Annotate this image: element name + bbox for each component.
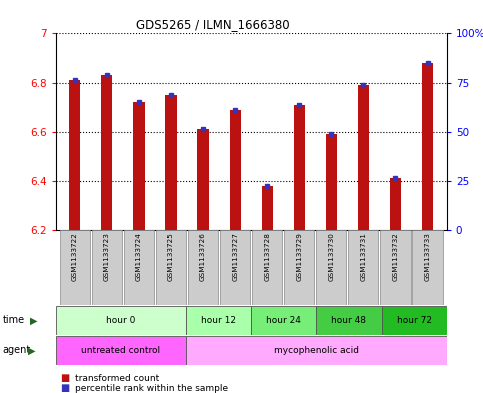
Bar bbox=[422, 63, 433, 230]
Bar bbox=[390, 178, 401, 230]
Text: mycophenolic acid: mycophenolic acid bbox=[274, 346, 359, 355]
Bar bbox=[133, 102, 144, 230]
Bar bbox=[198, 129, 209, 230]
Text: hour 72: hour 72 bbox=[397, 316, 432, 325]
Text: GSM1133733: GSM1133733 bbox=[425, 232, 430, 281]
Bar bbox=[252, 230, 282, 305]
Bar bbox=[294, 105, 305, 230]
Bar bbox=[381, 230, 411, 305]
Text: ▶: ▶ bbox=[30, 316, 38, 325]
Bar bbox=[326, 134, 337, 230]
Bar bbox=[56, 336, 186, 365]
Text: hour 0: hour 0 bbox=[106, 316, 135, 325]
Bar bbox=[165, 95, 177, 230]
Text: GSM1133729: GSM1133729 bbox=[296, 232, 302, 281]
Bar bbox=[412, 230, 442, 305]
Text: GSM1133732: GSM1133732 bbox=[393, 232, 398, 281]
Bar bbox=[101, 75, 113, 230]
Text: percentile rank within the sample: percentile rank within the sample bbox=[75, 384, 228, 393]
Text: ■: ■ bbox=[60, 373, 70, 383]
Bar bbox=[156, 230, 186, 305]
Bar bbox=[229, 110, 241, 230]
Text: GDS5265 / ILMN_1666380: GDS5265 / ILMN_1666380 bbox=[136, 18, 289, 31]
Bar bbox=[284, 230, 314, 305]
Text: GSM1133722: GSM1133722 bbox=[72, 232, 78, 281]
Bar bbox=[60, 230, 90, 305]
Text: transformed count: transformed count bbox=[75, 374, 159, 382]
Text: GSM1133726: GSM1133726 bbox=[200, 232, 206, 281]
Bar bbox=[188, 230, 218, 305]
Bar bbox=[92, 230, 122, 305]
Bar bbox=[358, 85, 369, 230]
Text: GSM1133727: GSM1133727 bbox=[232, 232, 238, 281]
Text: untreated control: untreated control bbox=[81, 346, 160, 355]
Bar bbox=[56, 306, 186, 335]
Text: ▶: ▶ bbox=[28, 345, 36, 355]
Bar bbox=[186, 306, 251, 335]
Text: GSM1133728: GSM1133728 bbox=[264, 232, 270, 281]
Bar bbox=[186, 336, 447, 365]
Bar bbox=[124, 230, 154, 305]
Text: GSM1133730: GSM1133730 bbox=[328, 232, 334, 281]
Text: hour 12: hour 12 bbox=[201, 316, 236, 325]
Bar bbox=[220, 230, 250, 305]
Text: ■: ■ bbox=[60, 383, 70, 393]
Text: agent: agent bbox=[2, 345, 30, 355]
Bar bbox=[316, 230, 346, 305]
Bar bbox=[251, 306, 316, 335]
Text: GSM1133724: GSM1133724 bbox=[136, 232, 142, 281]
Bar bbox=[382, 306, 447, 335]
Text: GSM1133725: GSM1133725 bbox=[168, 232, 174, 281]
Text: hour 24: hour 24 bbox=[266, 316, 301, 325]
Text: GSM1133731: GSM1133731 bbox=[360, 232, 367, 281]
Text: GSM1133723: GSM1133723 bbox=[104, 232, 110, 281]
Bar bbox=[316, 306, 382, 335]
Bar bbox=[348, 230, 379, 305]
Text: time: time bbox=[2, 316, 25, 325]
Text: hour 48: hour 48 bbox=[331, 316, 367, 325]
Bar bbox=[262, 186, 273, 230]
Bar bbox=[69, 80, 80, 230]
